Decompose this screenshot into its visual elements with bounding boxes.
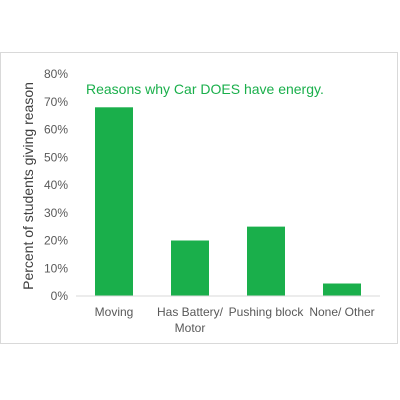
bar <box>323 283 361 296</box>
y-tick-label: 70% <box>44 95 68 109</box>
bar <box>171 240 209 296</box>
y-tick-label: 30% <box>44 206 68 220</box>
category-label: Has Battery/Motor <box>157 305 224 335</box>
y-tick-label: 50% <box>44 150 68 164</box>
category-label: Moving <box>95 305 134 319</box>
bar <box>95 107 133 296</box>
category-label: None/ Other <box>309 305 374 319</box>
y-tick-label: 0% <box>51 289 69 303</box>
y-tick-label: 60% <box>44 123 68 137</box>
y-tick-label: 10% <box>44 261 68 275</box>
bar <box>247 226 285 296</box>
category-label: Pushing block <box>229 305 305 319</box>
y-tick-label: 80% <box>44 67 68 81</box>
y-axis-ticks: 0% 10% 20% 30% 40% 50% 60% 70% 80% <box>44 67 68 303</box>
y-tick-label: 20% <box>44 234 68 248</box>
y-tick-label: 40% <box>44 178 68 192</box>
bars <box>95 107 361 296</box>
y-axis-label: Percent of students giving reason <box>20 82 36 290</box>
category-labels: Moving Has Battery/Motor Pushing block None… <box>95 305 375 335</box>
chart-title: Reasons why Car DOES have energy. <box>86 81 324 97</box>
